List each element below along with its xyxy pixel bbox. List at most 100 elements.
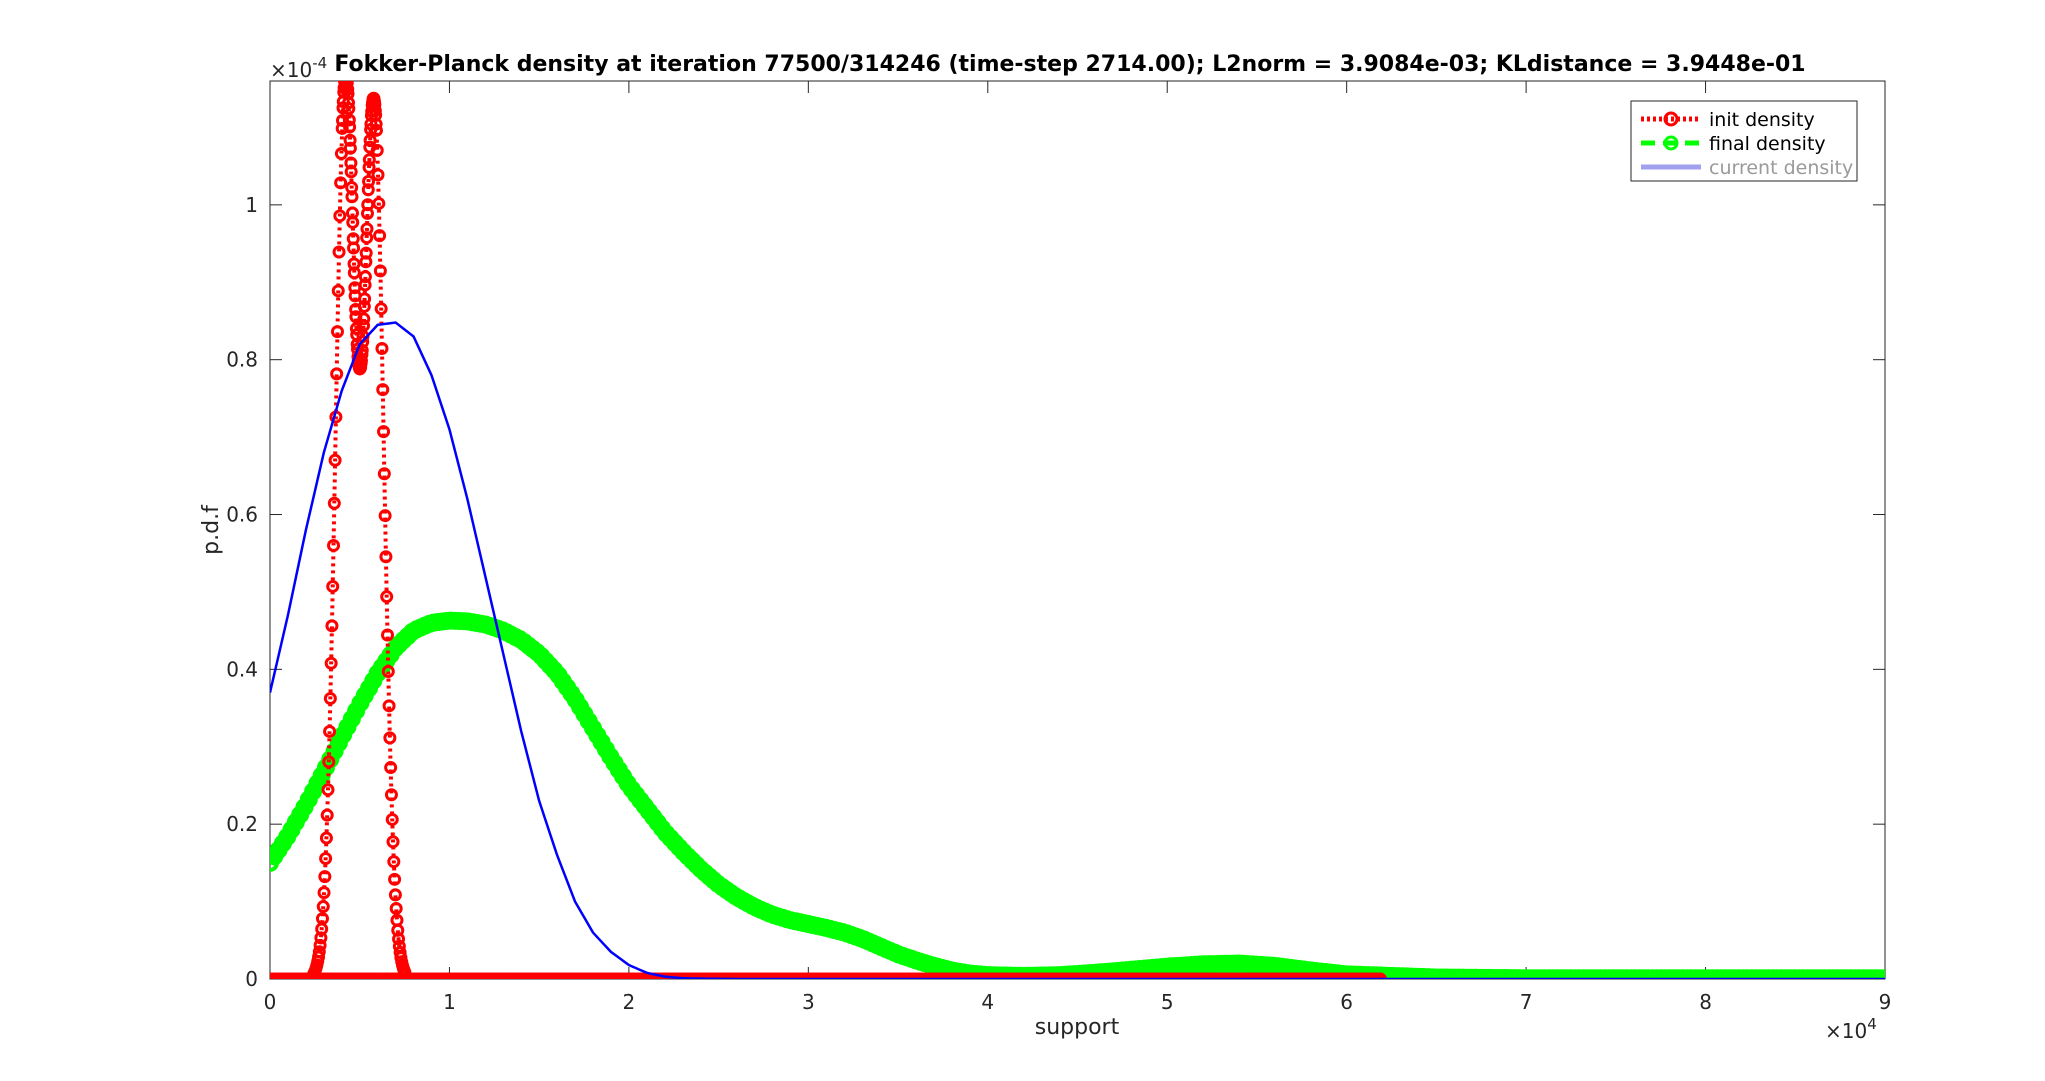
init-density-peak-point — [338, 81, 352, 86]
init-density-peak-point — [398, 965, 412, 979]
x-exponent-base: ×10 — [1825, 1019, 1867, 1043]
init-density-peak-point — [320, 808, 334, 822]
init-density-peak-point — [384, 761, 398, 775]
init-density-peak-point — [347, 241, 361, 255]
init-density-peak-point — [370, 143, 384, 157]
chart-title: Fokker-Planck density at iteration 77500… — [334, 52, 1805, 77]
init-density-peak-point — [358, 270, 372, 284]
legend-label-init: init density — [1709, 109, 1815, 131]
init-density-peak-point — [381, 628, 395, 642]
init-density-peak-point — [315, 912, 329, 926]
init-density-peak-point — [362, 160, 376, 174]
y-tick-label: 0.2 — [226, 812, 258, 836]
init-density-peak-point — [345, 190, 359, 204]
x-exponent-label: ×104 — [1825, 1015, 1877, 1043]
init-density-peak-point — [323, 692, 337, 706]
x-tick-label: 8 — [1699, 990, 1712, 1014]
init-density-peak-point — [354, 360, 368, 374]
legend-marker-final — [1663, 135, 1679, 151]
y-exponent-base: ×10 — [270, 58, 312, 82]
init-density-peak-point — [385, 812, 399, 826]
x-tick-label: 0 — [264, 990, 277, 1014]
init-density-peak-point — [377, 467, 391, 481]
init-density-peak-point — [324, 656, 338, 670]
init-density-peak-point — [312, 950, 326, 964]
init-density-peak-point — [332, 245, 346, 259]
init-density-peak-point — [386, 835, 400, 849]
init-density-peak-point — [383, 731, 397, 745]
init-density-peak-point — [369, 123, 383, 137]
x-tick-label: 2 — [623, 990, 636, 1014]
init-density-peak-point — [349, 310, 363, 324]
init-density-peak-point — [343, 120, 357, 134]
legend-item-final: final density — [1641, 133, 1826, 155]
init-density-peak-point — [388, 888, 402, 902]
init-density-peak-point — [363, 133, 377, 147]
init-density-peak-point — [333, 209, 347, 223]
init-density-peak-point — [382, 699, 396, 713]
y-tick-label: 0.4 — [226, 657, 258, 681]
legend-item-current: current density — [1641, 157, 1853, 179]
init-density-peak-point — [328, 453, 342, 467]
init-density-peak-point — [349, 322, 363, 336]
y-tick-label: 0.8 — [226, 348, 258, 372]
init-density-peak-point — [376, 383, 390, 397]
init-density-peak-point — [358, 292, 372, 306]
init-density-peak-point — [317, 886, 331, 900]
init-density-peak-point — [384, 788, 398, 802]
init-density-peak-point — [316, 900, 330, 914]
init-density-peak-point — [371, 168, 385, 182]
init-density-peak-point — [379, 550, 393, 564]
y-tick-label: 0.6 — [226, 503, 258, 527]
init-density-peak-point — [343, 141, 357, 155]
init-density-peak-point — [326, 579, 340, 593]
init-density-peak-point — [334, 176, 348, 190]
x-axis-label: support — [1035, 1015, 1120, 1040]
init-density-peak-point — [347, 266, 361, 280]
x-tick-label: 1 — [443, 990, 456, 1014]
init-density-peak-point — [322, 755, 336, 769]
y-exponent-power: -4 — [312, 54, 327, 72]
y-tick-label: 0 — [245, 967, 258, 991]
init-density-peak-point — [325, 619, 339, 633]
x-tick-label: 7 — [1520, 990, 1533, 1014]
init-density-peak-point — [341, 87, 355, 101]
legend-item-init: init density — [1641, 109, 1815, 131]
init-density-peak-point — [372, 196, 386, 210]
init-density-peak-point — [327, 496, 341, 510]
init-density-peak-point — [362, 174, 376, 188]
init-density-peak-point — [335, 121, 349, 135]
init-density-peak-point — [319, 852, 333, 866]
init-density-peak-point — [375, 341, 389, 355]
init-density-peak-point — [318, 870, 332, 884]
init-density-peak-point — [357, 299, 371, 313]
init-density-peak-point — [343, 133, 357, 147]
init-density-peak-point — [342, 102, 356, 116]
init-density-peak-point — [313, 938, 327, 952]
init-density-peak-point — [357, 312, 371, 326]
init-density-peak-point — [350, 328, 364, 342]
y-axis-label: p.d.f — [199, 504, 224, 555]
x-tick-label: 3 — [802, 990, 815, 1014]
series-init-density — [270, 81, 1387, 979]
x-tick-label: 5 — [1161, 990, 1174, 1014]
legend: init density final density current densi… — [1630, 100, 1858, 182]
legend-label-current: current density — [1709, 157, 1853, 179]
init-density-peak-point — [327, 538, 341, 552]
x-exponent-power: 4 — [1867, 1015, 1877, 1033]
init-density-peak-point — [373, 264, 387, 278]
init-density-peak-point — [389, 901, 403, 915]
init-density-peak-point — [344, 165, 358, 179]
x-tick-label: 9 — [1879, 990, 1892, 1014]
init-density-peak-point — [387, 855, 401, 869]
init-density-peak-point — [388, 872, 402, 886]
init-density-peak-point — [321, 783, 335, 797]
init-density-peak-point — [341, 81, 352, 84]
init-density-peak-point — [367, 92, 381, 106]
init-density-peak-point — [362, 153, 376, 167]
init-density-peak-point — [335, 113, 349, 127]
init-density-peak-point — [334, 147, 348, 161]
init-density-peak-point — [369, 108, 383, 122]
init-density-peak-point — [360, 222, 374, 236]
